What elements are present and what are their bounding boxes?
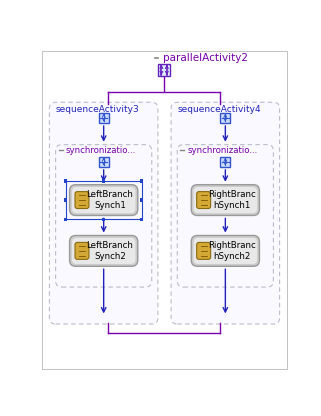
FancyBboxPatch shape — [75, 243, 89, 259]
FancyBboxPatch shape — [197, 243, 211, 259]
Text: synchronizatio...: synchronizatio... — [66, 146, 136, 154]
Text: parallelActivity2: parallelActivity2 — [162, 52, 247, 63]
FancyBboxPatch shape — [70, 235, 138, 266]
Bar — [140, 218, 143, 221]
FancyBboxPatch shape — [171, 102, 280, 324]
Text: RightBranc
hSynch1: RightBranc hSynch1 — [208, 190, 256, 210]
Bar — [64, 198, 67, 202]
Bar — [99, 113, 109, 123]
Bar — [220, 113, 230, 123]
Text: LeftBranch
Synch1: LeftBranch Synch1 — [86, 190, 133, 210]
FancyBboxPatch shape — [194, 238, 257, 264]
Text: synchronizatio...: synchronizatio... — [187, 146, 258, 154]
FancyBboxPatch shape — [72, 187, 135, 213]
Bar — [158, 64, 170, 76]
Bar — [99, 156, 109, 166]
Bar — [140, 179, 143, 183]
FancyBboxPatch shape — [191, 185, 259, 215]
FancyBboxPatch shape — [177, 145, 273, 287]
Text: sequenceActivity3: sequenceActivity3 — [56, 105, 139, 114]
Bar — [220, 156, 230, 166]
FancyBboxPatch shape — [191, 235, 259, 266]
FancyBboxPatch shape — [197, 192, 211, 208]
Bar — [64, 179, 67, 183]
Text: sequenceActivity4: sequenceActivity4 — [177, 105, 261, 114]
Bar — [64, 218, 67, 221]
Text: LeftBranch
Synch2: LeftBranch Synch2 — [86, 241, 133, 261]
Bar — [102, 179, 105, 183]
FancyBboxPatch shape — [75, 192, 89, 208]
FancyBboxPatch shape — [72, 238, 135, 264]
FancyBboxPatch shape — [70, 185, 138, 215]
Bar — [102, 218, 105, 221]
FancyBboxPatch shape — [56, 145, 152, 287]
FancyBboxPatch shape — [194, 187, 257, 213]
Text: RightBranc
hSynch2: RightBranc hSynch2 — [208, 241, 256, 261]
Bar — [140, 198, 143, 202]
FancyBboxPatch shape — [49, 102, 158, 324]
